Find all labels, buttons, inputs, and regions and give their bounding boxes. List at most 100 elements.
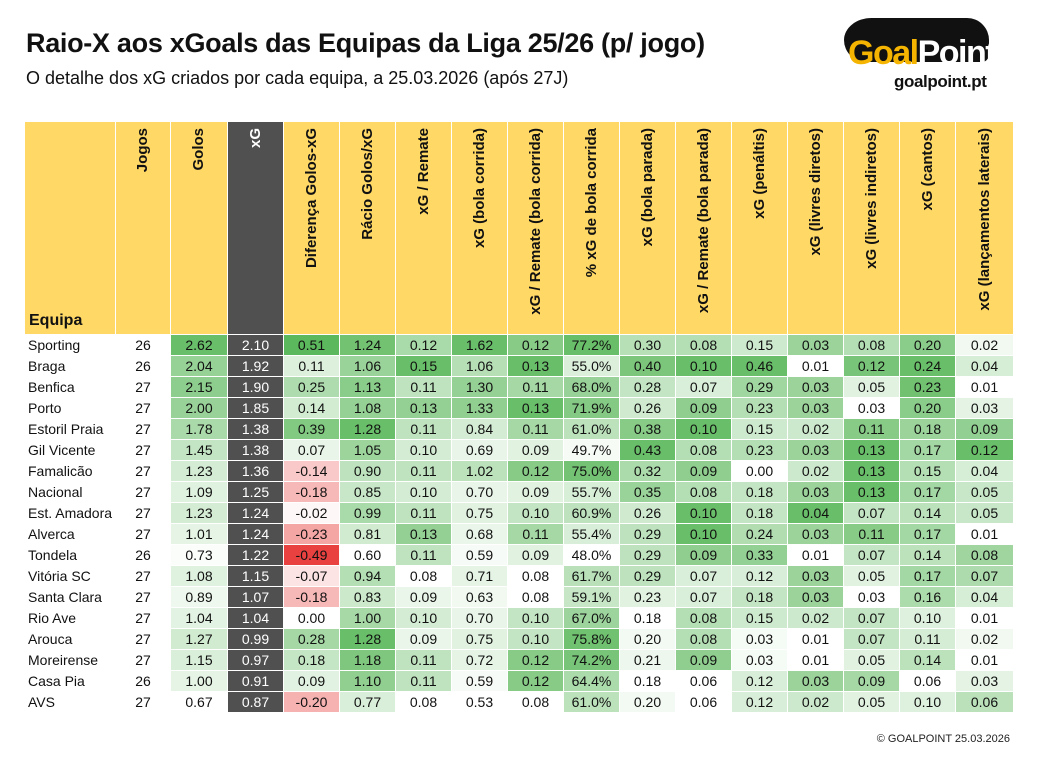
team-name-cell: Tondela [25,545,116,565]
value-cell: 1.06 [340,356,396,376]
value-cell: 1.01 [171,524,228,544]
value-cell: 0.07 [676,587,732,607]
value-cell: 75.0% [564,461,620,481]
team-name-cell: Benfica [25,377,116,397]
value-cell: 0.02 [788,692,844,712]
value-cell: 27 [116,566,171,586]
value-cell: 0.20 [900,398,956,418]
value-cell: 26 [116,335,171,355]
value-cell: 0.13 [396,398,452,418]
value-cell: 0.18 [732,503,788,523]
value-cell: 0.18 [284,650,340,670]
table-row: Arouca 27 1.27 0.99 0.28 1.28 0.09 0.75 0.10 75.8… [25,628,1014,649]
value-cell: 1.09 [171,482,228,502]
value-cell: 0.05 [844,692,900,712]
value-cell: 0.10 [900,608,956,628]
value-cell: 1.07 [228,587,284,607]
value-cell: 1.25 [228,482,284,502]
value-cell: -0.02 [284,503,340,523]
value-cell: 0.99 [340,503,396,523]
team-name-cell: Porto [25,398,116,418]
column-header-label: xG (penáltis) [750,128,768,219]
value-cell: 1.27 [171,629,228,649]
team-name-cell: Rio Ave [25,608,116,628]
value-cell: 0.29 [620,566,676,586]
value-cell: 60.9% [564,503,620,523]
value-cell: 0.28 [284,629,340,649]
team-name-cell: Sporting [25,335,116,355]
value-cell: 0.04 [956,461,1014,481]
value-cell: 1.24 [228,503,284,523]
value-cell: 0.11 [396,503,452,523]
value-cell: 0.09 [396,587,452,607]
value-cell: 0.11 [396,377,452,397]
value-cell: 1.62 [452,335,508,355]
table-row: Benfica 27 2.15 1.90 0.25 1.13 0.11 1.30 0.11 68.… [25,376,1014,397]
value-cell: 27 [116,377,171,397]
logo-shape [844,18,989,62]
value-cell: 0.20 [900,335,956,355]
logo-url: goalpoint.pt [894,72,987,91]
value-cell: 0.18 [900,419,956,439]
value-cell: 0.03 [732,629,788,649]
value-cell: 0.12 [508,335,564,355]
value-cell: 0.12 [396,335,452,355]
page-title: Raio-X aos xGoals das Equipas da Liga 25… [26,28,705,58]
value-cell: 75.8% [564,629,620,649]
table-row: Porto 27 2.00 1.85 0.14 1.08 0.13 1.33 0.13 71.9%… [25,397,1014,418]
value-cell: 0.08 [956,545,1014,565]
value-cell: 0.01 [788,650,844,670]
value-cell: 0.18 [620,608,676,628]
value-cell: 0.10 [676,419,732,439]
value-cell: 0.24 [732,524,788,544]
value-cell: 0.11 [844,524,900,544]
value-cell: 0.14 [900,650,956,670]
team-name-cell: Est. Amadora [25,503,116,523]
value-cell: 0.01 [956,608,1014,628]
value-cell: 0.09 [284,671,340,691]
value-cell: 0.03 [788,524,844,544]
value-cell: 0.07 [284,440,340,460]
value-cell: 1.00 [171,671,228,691]
value-cell: 1.92 [228,356,284,376]
value-cell: 0.02 [788,461,844,481]
team-name-cell: Alverca [25,524,116,544]
value-cell: 0.26 [620,503,676,523]
value-cell: 1.08 [340,398,396,418]
value-cell: 1.10 [340,671,396,691]
value-cell: 0.25 [284,377,340,397]
value-cell: 1.36 [228,461,284,481]
value-cell: 0.03 [732,650,788,670]
column-header: xG / Remate [396,122,452,334]
value-cell: 77.2% [564,335,620,355]
value-cell: 0.12 [732,566,788,586]
value-cell: 0.07 [844,503,900,523]
value-cell: 0.81 [340,524,396,544]
value-cell: 0.10 [396,482,452,502]
page-subtitle: O detalhe dos xG criados por cada equipa… [26,68,569,88]
value-cell: 0.09 [676,650,732,670]
value-cell: 0.43 [620,440,676,460]
value-cell: 0.53 [452,692,508,712]
value-cell: 0.03 [788,440,844,460]
column-header-label: xG / Remate (bola parada) [694,128,712,314]
value-cell: 0.77 [340,692,396,712]
logo-name-part2: Point [917,34,997,72]
value-cell: 0.10 [508,629,564,649]
table-row: Est. Amadora 27 1.23 1.24 -0.02 0.99 0.11 0.75 0… [25,502,1014,523]
value-cell: 1.02 [452,461,508,481]
value-cell: 0.08 [676,629,732,649]
value-cell: 1.15 [171,650,228,670]
table-row: Estoril Praia 27 1.78 1.38 0.39 1.28 0.11 0.84 0… [25,418,1014,439]
value-cell: 0.04 [956,356,1014,376]
value-cell: 0.10 [900,692,956,712]
table-row: Moreirense 27 1.15 0.97 0.18 1.18 0.11 0.72 0.12… [25,649,1014,670]
value-cell: 55.7% [564,482,620,502]
value-cell: 0.09 [676,461,732,481]
value-cell: 48.0% [564,545,620,565]
value-cell: 0.23 [620,587,676,607]
value-cell: 0.08 [508,566,564,586]
value-cell: 0.08 [676,335,732,355]
value-cell: 0.08 [676,482,732,502]
team-name-cell: Santa Clara [25,587,116,607]
